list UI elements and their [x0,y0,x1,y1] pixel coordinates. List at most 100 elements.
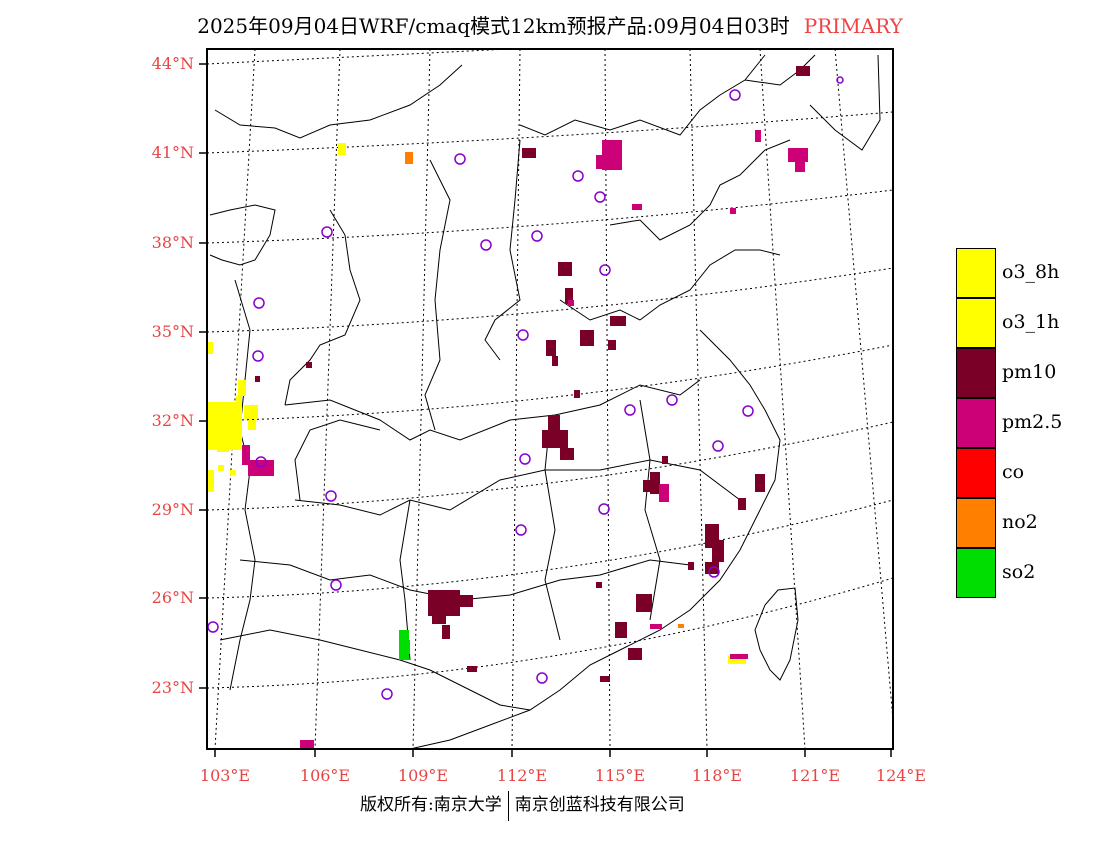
o3-cells [208,143,746,664]
sichuan-line [294,419,381,501]
map-frame [206,48,894,750]
lon-label-118: 118°E [691,766,743,785]
meridian-112 [511,49,521,749]
lat-label-32: 32°N [151,411,194,430]
station-marker [454,153,466,165]
lat-label-35: 35°N [151,322,194,341]
station-markers [207,76,844,700]
pm10-cells [255,66,810,682]
station-marker [594,191,606,203]
station-marker [742,405,754,417]
taiwan-island [754,587,799,681]
primary-tag: PRIMARY [803,14,903,38]
legend-swatch [956,248,996,298]
lon-label-112: 112°E [496,766,548,785]
station-marker [253,297,265,309]
copyright-right: 南京创蓝科技有限公司 [514,795,685,815]
station-marker [330,579,342,591]
station-marker [515,524,527,536]
legend-item-pm25: pm2.5 [956,398,1076,448]
station-marker [255,456,267,468]
meridian-103 [214,49,256,749]
legend-swatch [956,498,996,548]
station-marker [480,239,492,251]
legend-item-o3-1h: o3_1h [956,298,1076,348]
legend-swatch [956,448,996,498]
western-border [209,204,276,266]
lat-label-26: 26°N [151,588,194,607]
legend-label: pm2.5 [1002,411,1063,433]
north-china-line [559,299,641,321]
province-ns6 [639,399,661,621]
legend-label: o3_1h [1002,311,1060,333]
legend-swatch [956,298,996,348]
no2-cells [405,152,684,628]
copyright-footer: 版权所有:南京大学 南京创蓝科技有限公司 [360,790,685,821]
station-marker [708,566,720,578]
province-ew4 [219,629,531,711]
province-ns3 [284,209,361,406]
legend-item-no2: no2 [956,498,1076,548]
lon-label-103: 103°E [199,766,251,785]
station-marker [519,453,531,465]
pollutant-legend: o3_8h o3_1h pm10 pm2.5 co no2 so2 [956,248,1076,598]
concentration-cells [208,66,810,749]
station-marker [381,688,393,700]
legend-swatch [956,398,996,448]
lat-label-23: 23°N [151,678,194,697]
parallel-38 [207,189,893,244]
northeast-border [744,54,881,151]
legend-label: pm10 [1002,361,1057,383]
copyright-divider [507,790,509,821]
station-marker [536,672,548,684]
legend-label: so2 [1002,561,1036,583]
lat-label-44: 44°N [151,54,194,73]
legend-swatch [956,548,996,598]
station-marker [207,621,219,633]
station-marker [599,264,611,276]
parallel-23 [207,577,893,689]
legend-item-so2: so2 [956,548,1076,598]
meridian-109 [412,49,431,749]
station-marker [666,394,678,406]
so2-cells [399,630,410,660]
meridian-121 [759,49,806,749]
station-marker [836,76,844,84]
lon-label-106: 106°E [299,766,351,785]
inner-mongolia-border [519,54,766,136]
lat-label-29: 29°N [151,500,194,519]
legend-label: no2 [1002,511,1038,533]
province-ew1 [284,379,701,441]
shandong-coast [639,249,781,321]
graticule [207,49,893,749]
parallel-44 [207,49,520,65]
meridian-106 [314,49,341,749]
meridian-118 [689,49,708,749]
legend-item-pm10: pm10 [956,348,1076,398]
province-ns2 [484,139,521,361]
lon-label-124: 124°E [875,766,927,785]
province-ns7 [229,279,256,691]
lon-label-115: 115°E [594,766,646,785]
parallel-35 [207,267,893,333]
lon-label-109: 109°E [397,766,449,785]
station-marker [325,490,337,502]
station-marker [531,230,543,242]
meridian-124 [834,49,893,721]
lat-label-38: 38°N [151,233,194,252]
east-coast [409,329,781,749]
station-marker [598,503,610,515]
station-marker [321,226,333,238]
parallel-32 [207,344,893,422]
legend-label: co [1002,461,1025,483]
mongolia-border [214,64,463,139]
map-title: 2025年09月04日WRF/cmaq模式12km预报产品:09月04日03时 P… [0,10,1100,39]
legend-item-o3-8h: o3_8h [956,248,1076,298]
station-marker [517,329,529,341]
legend-swatch [956,348,996,398]
bohai-coast [609,139,791,241]
station-marker [252,350,264,362]
station-marker [729,89,741,101]
province-ns5 [544,419,561,641]
